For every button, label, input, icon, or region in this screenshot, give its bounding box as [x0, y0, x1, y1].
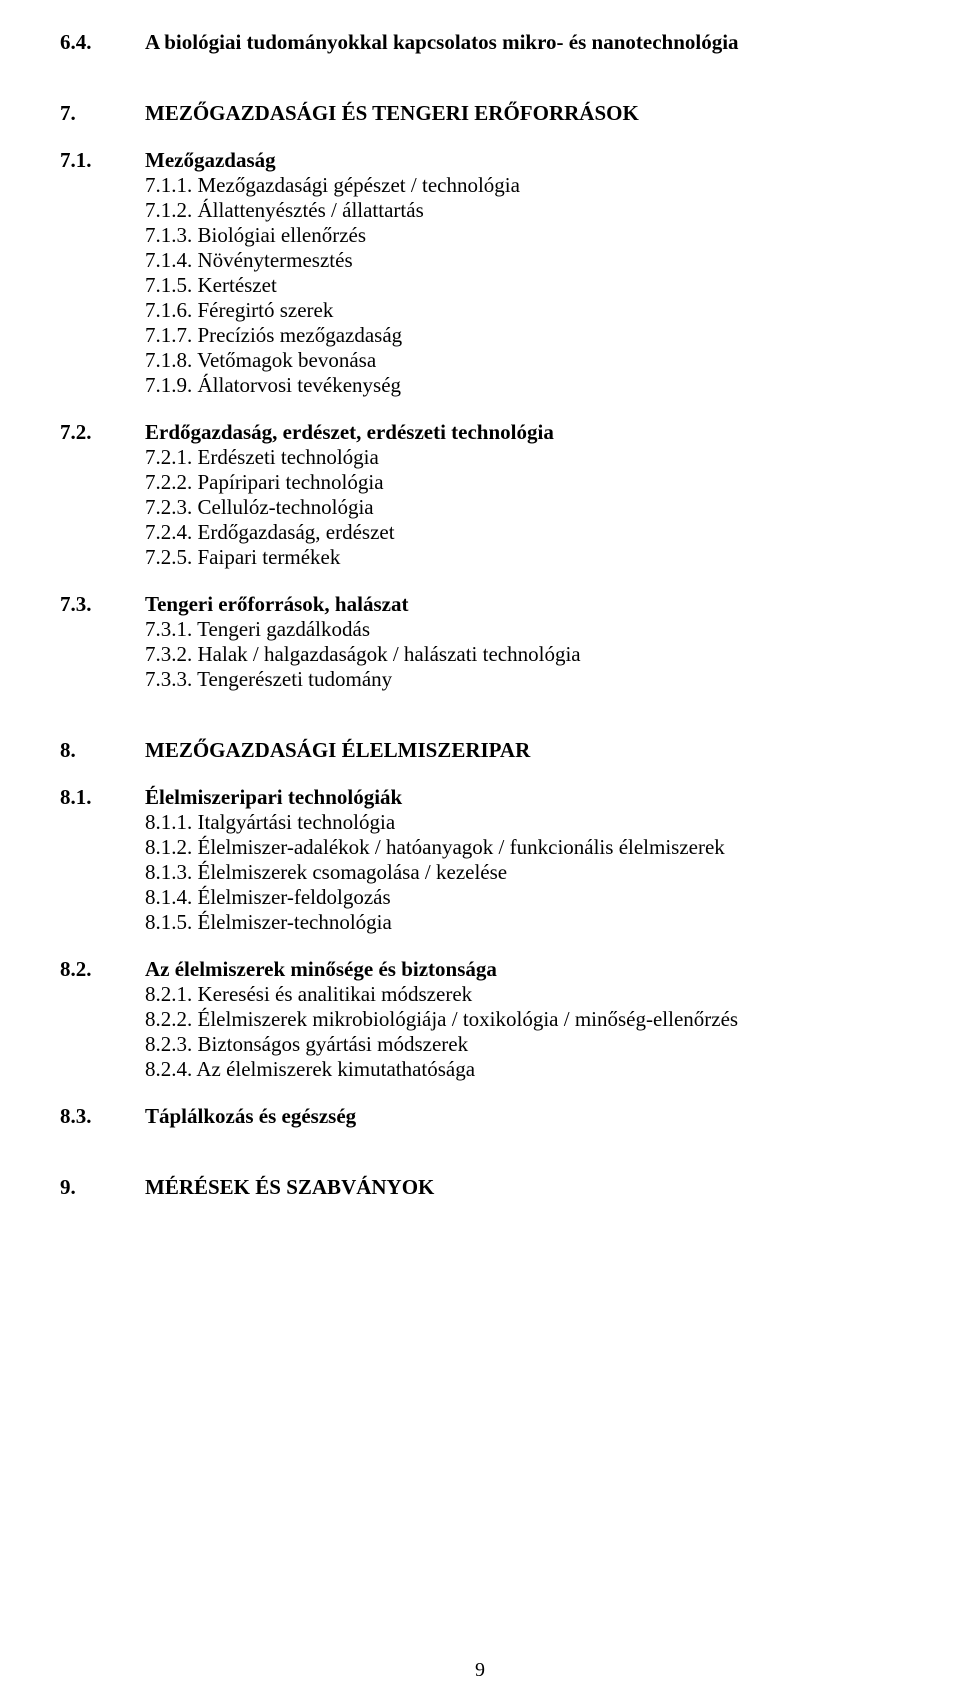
list-item: 7.1.2. Állattenyésztés / állattartás [145, 198, 424, 223]
list-item: 8.2.1. Keresési és analitikai módszerek [145, 982, 472, 1007]
heading-7-2: 7.2. Erdőgazdaság, erdészet, erdészeti t… [60, 420, 900, 445]
heading-title: MEZŐGAZDASÁGI ÉS TENGERI ERŐFORRÁSOK [145, 101, 639, 126]
heading-title: Tengeri erőforrások, halászat [145, 592, 408, 617]
list-item: 7.1.3. Biológiai ellenőrzés [145, 223, 366, 248]
heading-8-3: 8.3. Táplálkozás és egészség [60, 1104, 900, 1129]
heading-number: 8.3. [60, 1104, 145, 1129]
heading-title: Élelmiszeripari technológiák [145, 785, 402, 810]
heading-title: A biológiai tudományokkal kapcsolatos mi… [145, 30, 739, 55]
heading-number: 9. [60, 1175, 145, 1200]
heading-title: Erdőgazdaság, erdészet, erdészeti techno… [145, 420, 554, 445]
page-number: 9 [0, 1659, 960, 1682]
heading-title: MEZŐGAZDASÁGI ÉLELMISZERIPAR [145, 738, 530, 763]
document-page: 6.4. A biológiai tudományokkal kapcsolat… [0, 0, 960, 1702]
list-item: 8.1.3. Élelmiszerek csomagolása / kezelé… [145, 860, 507, 885]
list-item: 7.1.8. Vetőmagok bevonása [145, 348, 376, 373]
list-item: 7.2.3. Cellulóz-technológia [145, 495, 374, 520]
heading-number: 7.1. [60, 148, 145, 173]
heading-number: 7. [60, 101, 145, 126]
list-item: 8.1.4. Élelmiszer-feldolgozás [145, 885, 391, 910]
heading-number: 8. [60, 738, 145, 763]
list-item: 7.1.9. Állatorvosi tevékenység [145, 373, 401, 398]
heading-6-4: 6.4. A biológiai tudományokkal kapcsolat… [60, 30, 900, 55]
heading-number: 8.2. [60, 957, 145, 982]
list-item: 8.1.1. Italgyártási technológia [145, 810, 395, 835]
heading-title: Mezőgazdaság [145, 148, 276, 173]
list-item: 8.2.4. Az élelmiszerek kimutathatósága [145, 1057, 475, 1082]
list-item: 7.3.1. Tengeri gazdálkodás [145, 617, 370, 642]
heading-number: 8.1. [60, 785, 145, 810]
list-item: 7.1.7. Precíziós mezőgazdaság [145, 323, 402, 348]
heading-number: 6.4. [60, 30, 145, 55]
heading-number: 7.2. [60, 420, 145, 445]
list-item: 7.2.5. Faipari termékek [145, 545, 340, 570]
list-item: 7.1.6. Féregirtó szerek [145, 298, 333, 323]
list-item: 7.3.3. Tengerészeti tudomány [145, 667, 392, 692]
heading-title: Táplálkozás és egészség [145, 1104, 356, 1129]
heading-7: 7. MEZŐGAZDASÁGI ÉS TENGERI ERŐFORRÁSOK [60, 101, 900, 126]
list-item: 7.3.2. Halak / halgazdaságok / halászati… [145, 642, 581, 667]
heading-8-1: 8.1. Élelmiszeripari technológiák [60, 785, 900, 810]
list-item: 8.1.5. Élelmiszer-technológia [145, 910, 392, 935]
heading-9: 9. MÉRÉSEK ÉS SZABVÁNYOK [60, 1175, 900, 1200]
heading-8: 8. MEZŐGAZDASÁGI ÉLELMISZERIPAR [60, 738, 900, 763]
heading-7-3: 7.3. Tengeri erőforrások, halászat [60, 592, 900, 617]
list-item: 7.2.1. Erdészeti technológia [145, 445, 379, 470]
heading-7-1: 7.1. Mezőgazdaság [60, 148, 900, 173]
list-item: 8.2.2. Élelmiszerek mikrobiológiája / to… [145, 1007, 738, 1032]
list-item: 8.1.2. Élelmiszer-adalékok / hatóanyagok… [145, 835, 725, 860]
heading-8-2: 8.2. Az élelmiszerek minősége és biztons… [60, 957, 900, 982]
list-item: 7.2.4. Erdőgazdaság, erdészet [145, 520, 395, 545]
heading-title: MÉRÉSEK ÉS SZABVÁNYOK [145, 1175, 434, 1200]
heading-number: 7.3. [60, 592, 145, 617]
list-item: 7.1.4. Növénytermesztés [145, 248, 353, 273]
list-item: 7.1.5. Kertészet [145, 273, 277, 298]
list-item: 7.1.1. Mezőgazdasági gépészet / technoló… [145, 173, 520, 198]
list-item: 8.2.3. Biztonságos gyártási módszerek [145, 1032, 468, 1057]
heading-title: Az élelmiszerek minősége és biztonsága [145, 957, 497, 982]
list-item: 7.2.2. Papíripari technológia [145, 470, 384, 495]
